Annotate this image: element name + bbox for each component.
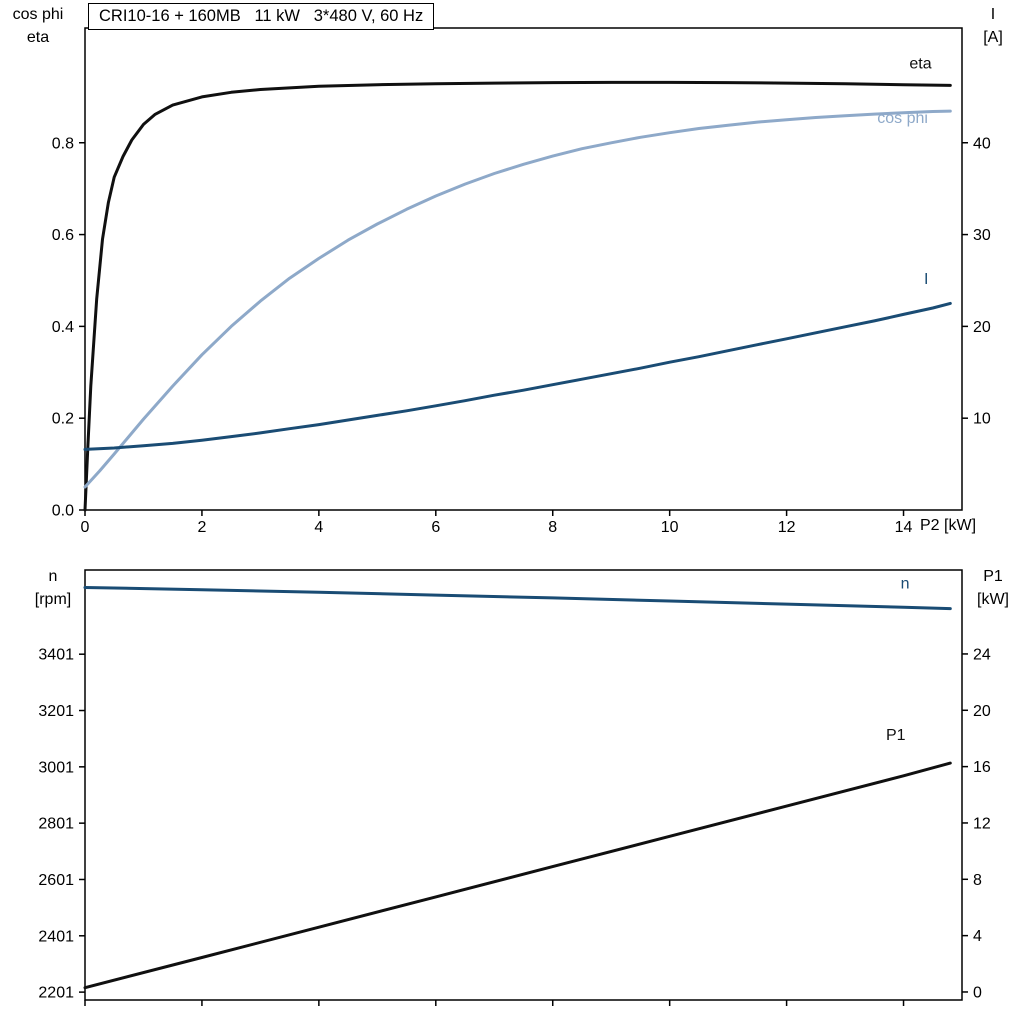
y-left-tick-label: 0.2 — [52, 411, 74, 428]
curve-label-P1: P1 — [886, 727, 906, 744]
y-right-tick-label: 12 — [973, 815, 991, 832]
top-left-axis-title: cos phi eta — [6, 3, 70, 49]
y-left-tick-label: 2601 — [38, 872, 74, 889]
n-axis-title-line1: n — [48, 568, 58, 585]
y-left-tick-label: 3401 — [38, 647, 74, 664]
y-left-tick-label: 2401 — [38, 928, 74, 945]
x-tick-label: 10 — [661, 519, 679, 536]
x-tick-label: 6 — [431, 519, 440, 536]
curve-n — [83, 586, 952, 611]
y-left-tick-label: 0.8 — [52, 135, 74, 152]
p1-axis-title-line1: P1 — [983, 568, 1003, 585]
x-tick-label: 4 — [314, 519, 323, 536]
y-left-tick-label: 0.6 — [52, 227, 74, 244]
curve-I — [83, 301, 952, 451]
y-right-title-line2: [A] — [983, 29, 1003, 46]
y-left-tick-label: 2801 — [38, 816, 74, 833]
n-axis-title-line2: [rpm] — [34, 591, 72, 608]
x-tick-label: 14 — [895, 519, 913, 536]
x-tick-label: 2 — [197, 519, 206, 536]
p1-axis-title-line2: [kW] — [977, 591, 1009, 608]
curve-P1 — [83, 761, 952, 990]
curve-label-cos-phi: cos phi — [877, 110, 928, 127]
y-right-tick-label: 16 — [973, 759, 991, 776]
y-right-tick-label: 30 — [973, 227, 991, 244]
x-tick-label: 0 — [81, 519, 90, 536]
y-right-tick-label: 8 — [973, 872, 982, 889]
plot-frame — [84, 569, 963, 1001]
y-right-tick-label: 20 — [973, 703, 991, 720]
y-left-tick-label: 0.0 — [52, 503, 74, 520]
y-left-tick-label: 0.4 — [52, 319, 74, 336]
chart-title-box: CRI10-16 + 160MB 11 kW 3*480 V, 60 Hz — [88, 3, 435, 30]
y-right-tick-label: 40 — [973, 135, 991, 152]
x-tick-label: 8 — [548, 519, 557, 536]
curve-label-n: n — [901, 576, 910, 593]
y-right-tick-label: 24 — [973, 646, 991, 663]
x-tick-label: 12 — [778, 519, 796, 536]
bottom-right-axis-title: P1 [kW] — [966, 565, 1020, 611]
plot-frame — [84, 27, 963, 511]
curve-cos-phi — [83, 109, 952, 489]
y-left-tick-label: 3001 — [38, 759, 74, 776]
y-left-title-line2: eta — [26, 29, 50, 46]
y-right-tick-label: 20 — [973, 319, 991, 336]
bottom-left-axis-title: n [rpm] — [20, 565, 86, 611]
curve-eta — [83, 80, 952, 512]
y-right-tick-label: 10 — [973, 411, 991, 428]
y-right-title-line1: I — [990, 6, 996, 23]
y-left-tick-label: 3201 — [38, 703, 74, 720]
top-right-axis-title: I [A] — [966, 3, 1020, 49]
chart-title: CRI10-16 + 160MB 11 kW 3*480 V, 60 Hz — [99, 7, 424, 25]
y-right-tick-label: 0 — [973, 984, 982, 1001]
y-right-tick-label: 4 — [973, 928, 982, 945]
curve-label-eta: eta — [909, 55, 931, 72]
x-axis-title: P2 [kW] — [920, 517, 977, 534]
y-left-title-line1: cos phi — [12, 6, 64, 23]
curve-label-I: I — [924, 271, 928, 288]
y-left-tick-label: 2201 — [38, 985, 74, 1002]
